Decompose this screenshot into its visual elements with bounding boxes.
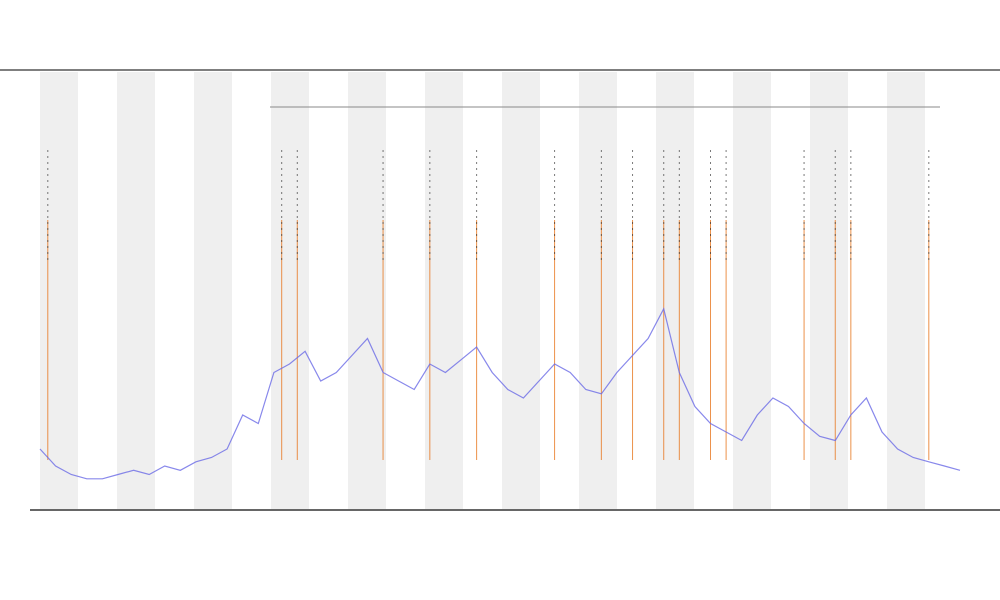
band xyxy=(271,72,309,509)
band xyxy=(425,72,463,509)
band xyxy=(194,72,232,509)
signal-line xyxy=(39,307,961,480)
band xyxy=(810,72,848,509)
band xyxy=(887,72,925,509)
band xyxy=(656,72,694,509)
band xyxy=(348,72,386,509)
background-bands xyxy=(40,72,925,509)
band xyxy=(40,72,78,509)
band xyxy=(502,72,540,509)
band xyxy=(733,72,771,509)
band xyxy=(579,72,617,509)
band xyxy=(117,72,155,509)
